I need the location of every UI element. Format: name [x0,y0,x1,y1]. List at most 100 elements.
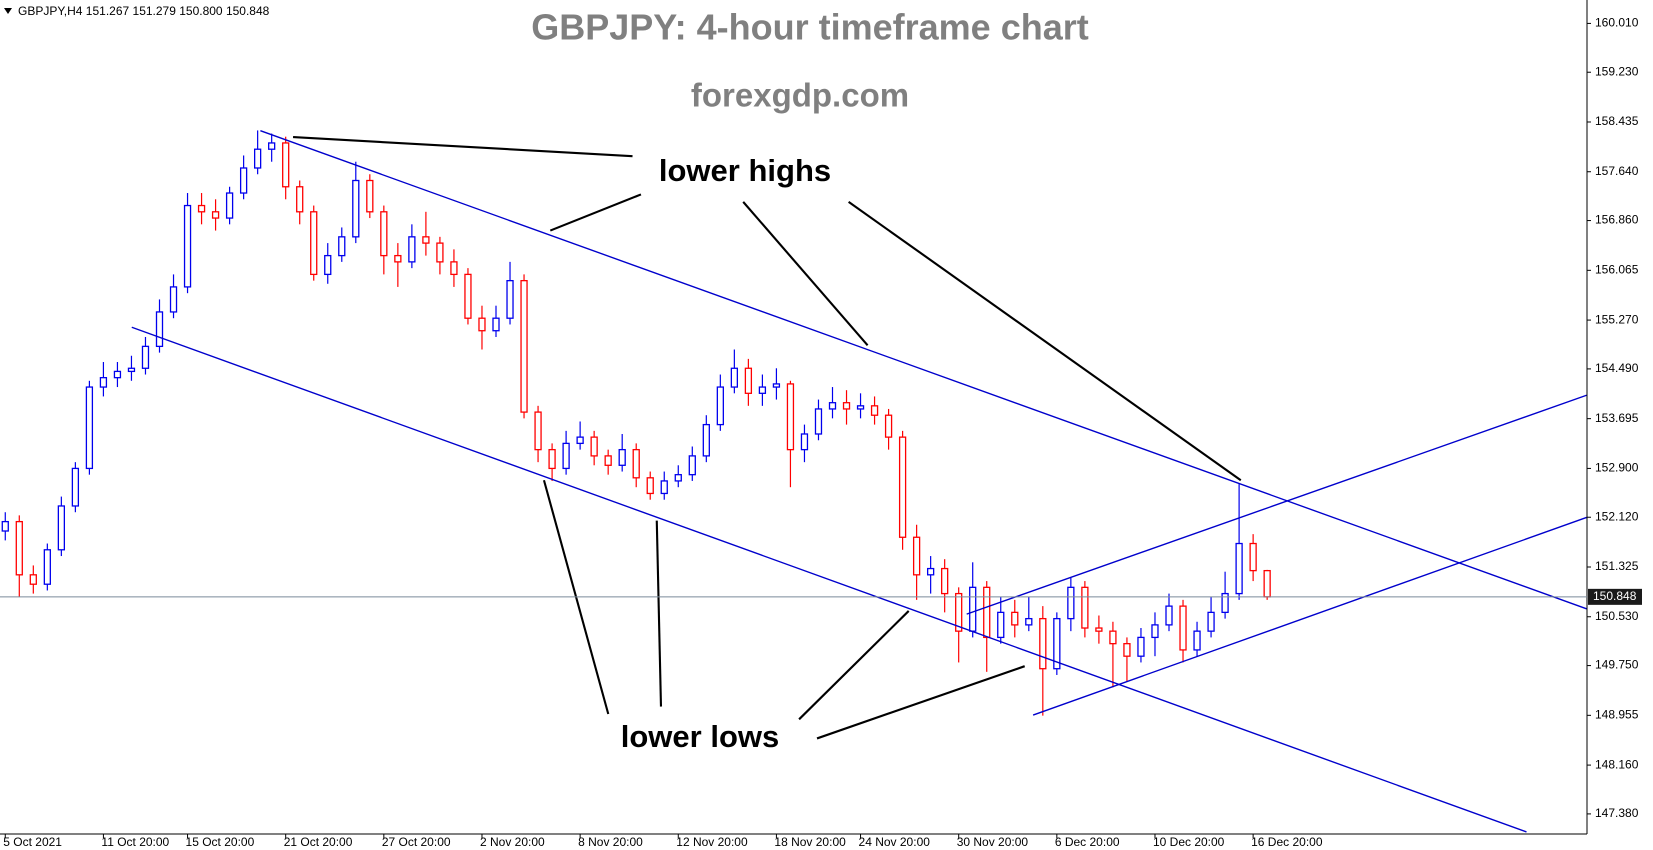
candle-body [408,236,416,263]
lower-channel [131,326,1527,833]
candle-body [660,480,668,495]
x-tick-label: 21 Oct 20:00 [284,835,353,849]
candle-body [842,402,851,410]
candle-body [450,261,458,276]
annotation: lower highs [659,153,831,188]
candle-body [604,455,612,466]
candle-body [422,236,430,244]
candle-body [85,386,94,470]
candle-body [1193,630,1201,651]
plot-area [1,130,1271,716]
candle-body [646,477,654,495]
candle-body [1109,630,1117,645]
pointer [848,201,1242,482]
candle-body [1095,627,1103,632]
candle-body [141,345,150,369]
candle-body [99,377,108,388]
y-tick-label: 157.640 [1595,164,1639,178]
pointer [816,665,1026,740]
y-tick-label: 156.065 [1595,262,1639,276]
candle-body [716,386,724,426]
candle-body [856,405,865,410]
candle-body [786,383,795,451]
candle-body [394,254,402,263]
pointer [549,193,642,232]
candle-body [702,423,710,457]
x-tick-label: 27 Oct 20:00 [382,835,451,849]
candle-body [1151,624,1159,639]
candle-body [282,142,290,188]
candle-body [744,367,753,394]
chart-subtitle: forexgdp.com [691,77,909,114]
x-tick-label: 2 Nov 20:00 [480,835,545,849]
candle-body [492,317,500,332]
candle-body [380,211,388,257]
y-tick-label: 152.900 [1595,461,1639,475]
candle-body [969,586,977,632]
x-tick-label: 5 Oct 2021 [3,835,62,849]
candle-body [1053,617,1061,670]
candle-body [1011,611,1019,626]
candle-body [57,505,66,551]
candle-body [296,186,304,213]
y-tick-label: 160.010 [1595,16,1639,30]
y-tick-label: 151.325 [1595,559,1639,573]
candle-body [506,279,514,319]
candle-body [1,520,9,532]
x-tick-label: 10 Dec 20:00 [1153,835,1225,849]
candle-body [1179,605,1187,651]
last-price-box [1588,588,1642,605]
candle-body [828,402,837,410]
candle-body [814,408,823,435]
candle-body [772,383,781,388]
candle-body [324,254,332,276]
y-tick-label: 154.490 [1595,361,1639,375]
candle-body [997,611,1005,639]
chart-title: GBPJPY: 4-hour timeframe chart [531,7,1088,48]
y-tick-label: 158.435 [1595,114,1639,128]
candle-body [730,367,739,388]
candle-body [113,370,122,379]
x-tick-label: 30 Nov 20:00 [957,835,1029,849]
candle-body [268,142,276,150]
header-arrow [4,8,12,14]
candle-body [29,574,37,585]
candle-body [127,367,136,373]
x-tick-label: 11 Oct 20:00 [101,835,169,849]
rising-lower [1032,516,1587,716]
candle-body [1137,636,1145,657]
y-tick-label: 153.695 [1595,411,1639,425]
last-price-label: 150.848 [1593,589,1637,603]
candle-body [352,179,360,238]
candle-body [534,411,542,451]
upper-channel [260,130,1587,610]
candle-body [618,448,626,466]
x-tick-label: 8 Nov 20:00 [578,835,643,849]
candle-body [43,549,51,585]
candle-body [155,311,164,348]
pointer [742,201,869,347]
candle-body [1263,569,1271,598]
candle-body [926,567,935,576]
candle-body [1039,617,1047,670]
candle-body [1081,586,1089,629]
y-tick-label: 147.380 [1595,806,1639,820]
header: GBPJPY,H4 151.267 151.279 150.800 150.84… [18,4,270,18]
candle-body [941,567,949,595]
candle-body [71,467,80,507]
candle-body [366,179,374,213]
candle-body [169,286,178,313]
candle-body [338,236,346,257]
candle-body [983,586,991,639]
candle-body [674,474,682,482]
candle-body [898,436,907,538]
x-tick-label: 18 Nov 20:00 [774,835,846,849]
candle-body [590,436,598,457]
candle-body [576,436,584,445]
candle-body [800,433,809,451]
x-tick-label: 15 Oct 20:00 [186,835,255,849]
candle-body [1221,592,1229,614]
candle-body [912,536,921,576]
pointer [798,610,910,721]
